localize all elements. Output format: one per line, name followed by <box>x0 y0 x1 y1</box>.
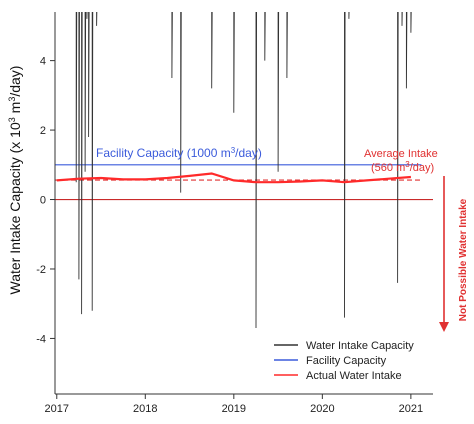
y-tick-label: 2 <box>40 125 46 137</box>
not-possible-annotation: Not Possible Water Intake <box>458 198 469 321</box>
average-intake-annotation-line1: Average Intake <box>364 148 438 160</box>
y-tick-label: 4 <box>40 56 46 68</box>
x-tick-label: 2018 <box>133 403 157 415</box>
facility-capacity-annotation: Facility Capacity (1000 m3/day) <box>96 146 262 161</box>
series-water-intake-capacity <box>75 12 412 329</box>
legend-label-actual-water-intake: Actual Water Intake <box>306 370 402 382</box>
legend: Water Intake Capacity Facility Capacity … <box>274 340 414 382</box>
y-tick-label: 0 <box>40 195 46 207</box>
downward-arrow <box>439 176 449 332</box>
y-axis-label: Water Intake Capacity (x 103 m3/day) <box>7 66 23 295</box>
series-actual-water-intake <box>56 172 411 184</box>
x-tick-label: 2019 <box>222 403 246 415</box>
tick-labels: 2017 2018 2019 2020 2021 -4 -2 0 2 4 <box>36 56 423 415</box>
y-tick-label: -4 <box>36 333 46 345</box>
series-lines <box>56 12 412 329</box>
axes <box>50 12 433 399</box>
x-tick-label: 2020 <box>310 403 334 415</box>
x-tick-label: 2021 <box>399 403 423 415</box>
y-tick-label: -2 <box>36 264 46 276</box>
legend-label-facility-capacity: Facility Capacity <box>306 355 387 367</box>
legend-label-water-intake-capacity: Water Intake Capacity <box>306 340 414 352</box>
x-tick-label: 2017 <box>45 403 69 415</box>
average-intake-annotation-line2: (560 m3/day) <box>371 160 434 175</box>
